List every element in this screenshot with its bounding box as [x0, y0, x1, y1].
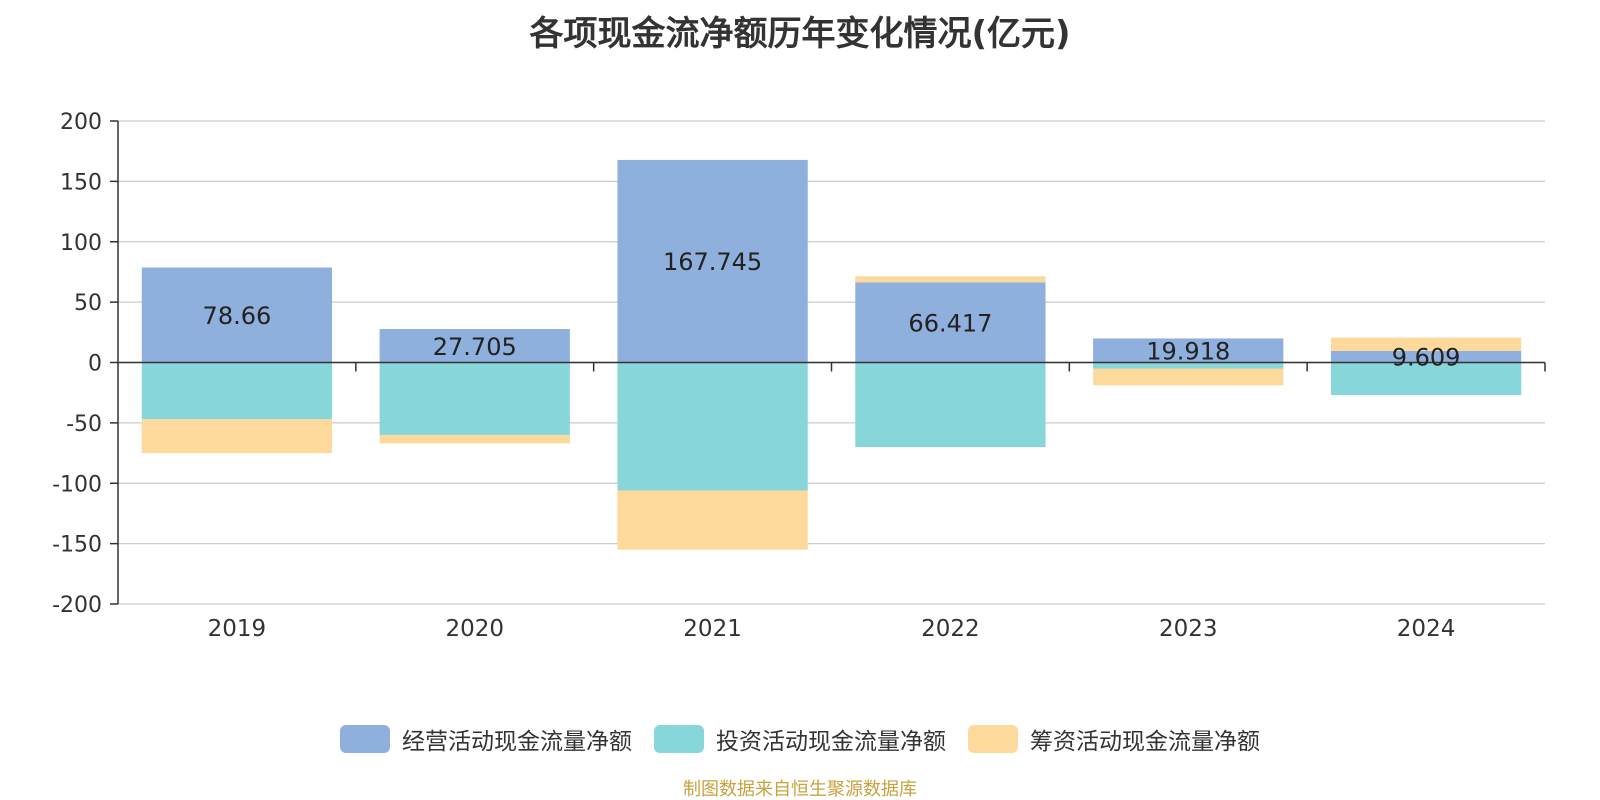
legend-swatch-financing	[968, 725, 1018, 753]
bar-2022-series-2	[855, 276, 1046, 283]
data-label-2020: 27.705	[433, 333, 517, 361]
legend-item-financing[interactable]: 筹资活动现金流量净额	[968, 722, 1260, 756]
x-tick-label: 2024	[1397, 616, 1456, 642]
data-label-2021: 167.745	[663, 248, 762, 276]
bar-2023-series-2	[1093, 368, 1284, 386]
bar-2020-series-0	[379, 329, 570, 363]
legend-item-operating[interactable]: 经营活动现金流量净额	[340, 722, 632, 756]
legend: 经营活动现金流量净额 投资活动现金流量净额 筹资活动现金流量净额	[0, 722, 1600, 756]
legend-swatch-investing	[654, 725, 704, 753]
y-tick-label: 100	[60, 231, 102, 256]
gridlines	[118, 120, 1545, 605]
bar-2021-series-0	[617, 159, 808, 363]
legend-label-financing: 筹资活动现金流量净额	[1030, 729, 1260, 755]
bar-2024-series-1	[1330, 362, 1522, 396]
bars	[141, 159, 1522, 550]
x-tick-label: 2023	[1159, 616, 1218, 642]
y-tick-label: 0	[88, 352, 102, 377]
bar-2021-series-2	[617, 490, 808, 550]
x-tick-label: 2019	[208, 616, 267, 642]
y-tick-label: -150	[52, 533, 102, 558]
bar-2023-series-1	[1093, 362, 1284, 369]
y-tick-label: -50	[66, 412, 102, 437]
bar-2022-series-0	[855, 282, 1046, 363]
bar-2020-series-2	[379, 434, 570, 444]
data-label-2022: 66.417	[908, 309, 992, 337]
y-tick-label: 50	[74, 291, 102, 316]
data-label-2019: 78.66	[203, 302, 272, 330]
bar-2019-series-1	[141, 362, 333, 420]
bar-2019-series-0	[141, 267, 333, 363]
source-note: 制图数据来自恒生聚源数据库	[683, 779, 917, 800]
x-tick-label: 2022	[921, 616, 980, 642]
x-tick-label: 2020	[445, 616, 504, 642]
bar-2019-series-2	[141, 419, 333, 454]
data-label-2024: 9.609	[1392, 344, 1461, 372]
legend-label-operating: 经营活动现金流量净额	[402, 729, 632, 755]
axes: 200 150 100 50 0 -50 -100 -150 -200 2019 2020 2021 2…	[52, 110, 1546, 642]
data-label-2023: 19.918	[1146, 337, 1230, 365]
y-tick-label: 150	[60, 170, 102, 195]
chart-title: 各项现金流净额历年变化情况(亿元)	[529, 14, 1071, 54]
bar-2021-series-1	[617, 362, 808, 491]
x-tick-label: 2021	[683, 616, 742, 642]
bar-2020-series-1	[379, 362, 570, 435]
legend-swatch-operating	[340, 725, 390, 753]
bar-2024-series-0	[1330, 350, 1522, 363]
data-labels: 78.66 27.705 167.745 66.417 19.918 9.609	[203, 248, 1461, 371]
y-tick-label: -200	[52, 593, 102, 618]
y-tick-label: -100	[52, 472, 102, 497]
bar-2024-series-2	[1330, 337, 1522, 351]
bar-2022-series-1	[855, 362, 1046, 448]
legend-item-investing[interactable]: 投资活动现金流量净额	[654, 722, 946, 756]
y-tick-label: 200	[60, 110, 102, 135]
legend-label-investing: 投资活动现金流量净额	[716, 729, 946, 755]
bar-2023-series-0	[1093, 338, 1284, 363]
